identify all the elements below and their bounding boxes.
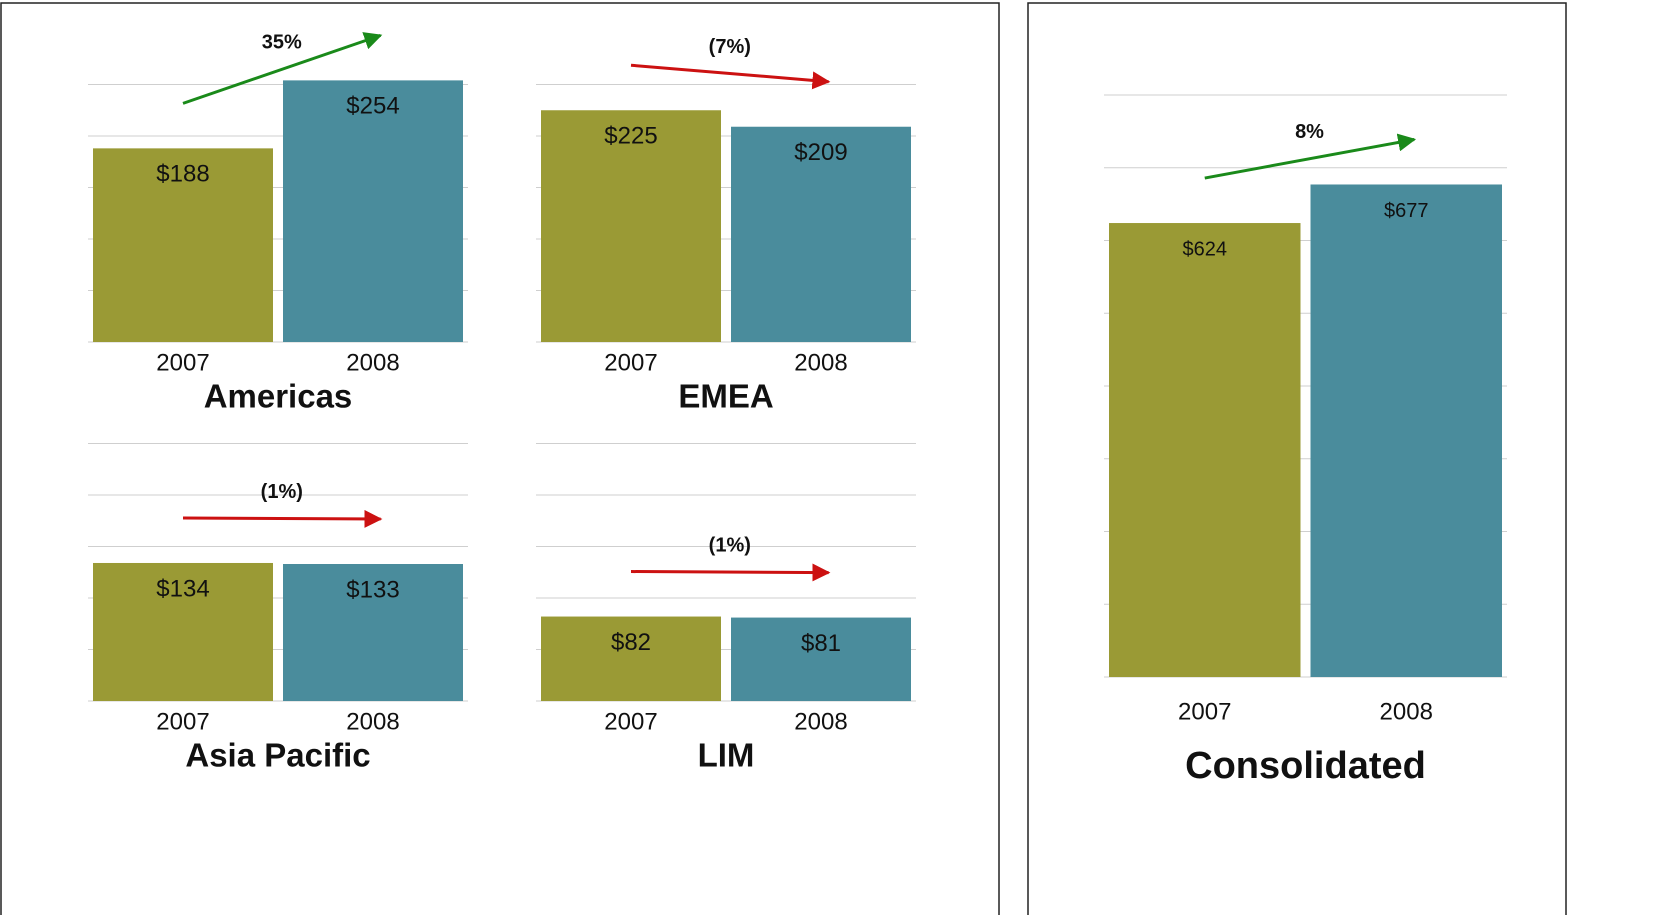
x-tick-label: 2007	[604, 708, 657, 735]
x-tick-label: 2008	[1380, 698, 1433, 725]
growth-label: (1%)	[709, 534, 751, 556]
value-label: $624	[1183, 238, 1228, 260]
right-panel	[1027, 2, 1567, 915]
x-tick-label: 2008	[794, 349, 847, 376]
x-tick-label: 2008	[794, 708, 847, 735]
growth-label: (1%)	[261, 481, 303, 503]
x-tick-label: 2007	[156, 349, 209, 376]
growth-label: 8%	[1295, 121, 1324, 143]
growth-label: (7%)	[709, 36, 751, 58]
bar	[541, 110, 721, 342]
trend-arrow	[630, 563, 831, 582]
x-tick-label: 2007	[1178, 698, 1231, 725]
chart-title: EMEA	[678, 378, 773, 415]
bar	[731, 617, 911, 701]
chart-title: LIM	[698, 737, 755, 774]
bar	[283, 564, 463, 701]
growth-label: 35%	[262, 32, 302, 54]
x-tick-label: 2008	[346, 349, 399, 376]
value-label: $225	[604, 123, 657, 150]
x-tick-label: 2008	[346, 708, 399, 735]
trend-arrow	[182, 509, 383, 528]
trend-arrow	[630, 63, 831, 90]
x-tick-label: 2007	[604, 349, 657, 376]
bar	[93, 562, 273, 701]
bar	[541, 616, 721, 701]
chart-title: Asia Pacific	[185, 737, 370, 774]
bar	[731, 126, 911, 342]
left-panel	[0, 2, 1000, 915]
x-tick-label: 2007	[156, 708, 209, 735]
value-label: $209	[794, 139, 847, 166]
value-label: $134	[156, 575, 209, 602]
trend-arrow	[1204, 133, 1417, 180]
value-label: $677	[1384, 200, 1429, 222]
bar	[93, 148, 273, 342]
bar	[1310, 184, 1502, 678]
value-label: $133	[346, 576, 399, 603]
value-label: $254	[346, 93, 399, 120]
bar	[283, 80, 463, 342]
chart-title: Consolidated	[1185, 745, 1426, 787]
value-label: $82	[611, 629, 651, 656]
trend-arrow	[182, 32, 383, 105]
value-label: $188	[156, 161, 209, 188]
bar	[1109, 223, 1301, 678]
value-label: $81	[801, 630, 841, 657]
chart-title: Americas	[204, 378, 353, 415]
